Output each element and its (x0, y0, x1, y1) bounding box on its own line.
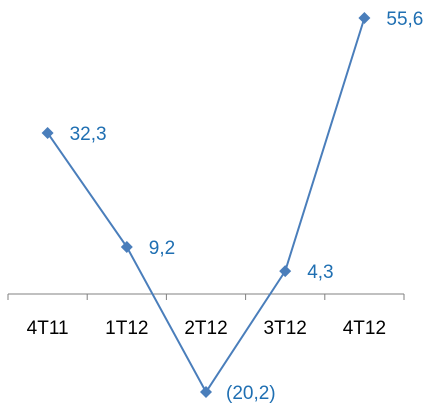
data-labels: 32,3 9,2 (20,2) 4,3 55,6 (70, 9, 424, 404)
x-tick-label: 1T12 (105, 318, 148, 339)
data-label: 32,3 (70, 124, 107, 145)
data-label: 9,2 (149, 238, 175, 259)
x-tick-label: 3T12 (264, 318, 307, 339)
data-point-marker (279, 265, 292, 278)
data-label: 55,6 (386, 9, 423, 30)
data-label: (20,2) (226, 383, 276, 404)
series-group (41, 12, 371, 398)
data-point-marker (200, 386, 212, 398)
data-point-marker (41, 126, 54, 139)
data-point-marker (358, 12, 371, 24)
x-axis: 4T11 1T12 2T12 3T12 4T12 (7, 293, 405, 339)
data-label: 4,3 (307, 262, 333, 283)
data-point-marker (120, 240, 133, 253)
x-tick-label: 4T12 (343, 318, 386, 339)
x-tick-label: 4T11 (27, 318, 69, 339)
x-tick-label: 2T12 (184, 318, 227, 339)
